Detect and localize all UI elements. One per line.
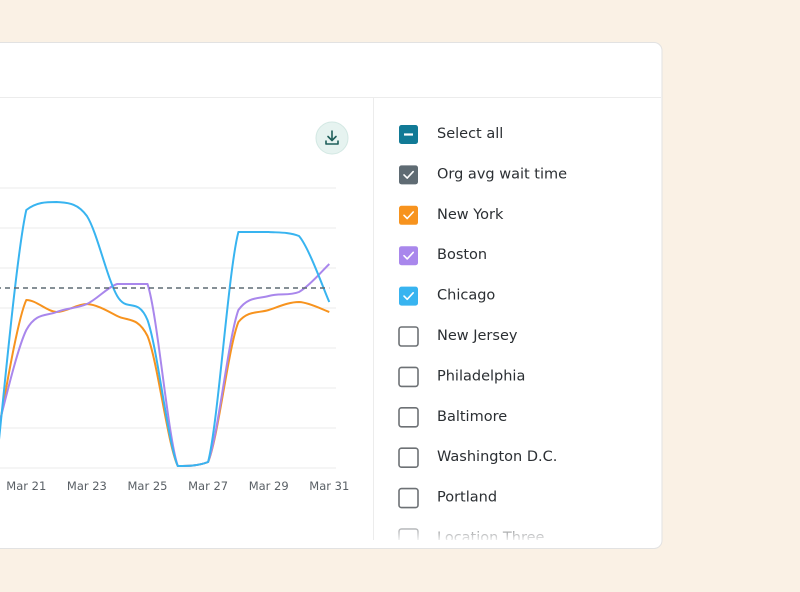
x-tick-label: Mar 27 <box>188 479 228 493</box>
checkbox[interactable] <box>399 286 418 306</box>
checkbox-box[interactable] <box>399 286 418 306</box>
filter-label[interactable]: Baltimore <box>437 409 507 425</box>
checkbox[interactable] <box>399 165 418 185</box>
filter-label[interactable]: New Jersey <box>437 328 518 344</box>
filter-label[interactable]: Philadelphia <box>437 368 525 384</box>
checkbox-box[interactable] <box>399 205 418 225</box>
x-tick-label: Mar 31 <box>309 479 349 493</box>
checkbox[interactable] <box>398 366 419 388</box>
legend-label[interactable]: Org avg wait time <box>437 166 567 182</box>
checkbox-box[interactable] <box>399 165 418 185</box>
x-tick-label: Mar 21 <box>6 479 46 493</box>
checkbox-box[interactable] <box>398 447 419 469</box>
check-icon <box>403 170 414 179</box>
checkbox[interactable] <box>399 205 418 225</box>
series-line <box>0 299 330 467</box>
checkbox-box[interactable] <box>399 246 418 266</box>
check-icon <box>403 251 414 260</box>
checkbox-box[interactable] <box>398 366 419 388</box>
legend-label[interactable]: Boston <box>437 247 487 263</box>
series-line <box>0 263 330 467</box>
x-tick-label: Mar 25 <box>128 479 168 493</box>
x-axis: Mar 21 Mar 23 Mar 25 Mar 27 Mar 29 Mar 31 <box>6 479 349 493</box>
checkbox[interactable] <box>399 246 418 266</box>
legend-label[interactable]: Chicago <box>437 288 495 304</box>
checkbox[interactable] <box>398 487 419 509</box>
download-button[interactable] <box>315 121 349 155</box>
x-tick-label: Mar 29 <box>249 479 289 493</box>
fade <box>374 515 661 540</box>
plot <box>0 187 336 469</box>
checkbox-box[interactable] <box>398 406 419 428</box>
legend-label[interactable]: New York <box>437 207 504 223</box>
filter-label[interactable]: Select all <box>437 126 503 142</box>
checkbox-box[interactable] <box>398 326 419 347</box>
checkbox[interactable] <box>398 406 419 428</box>
checkbox-box[interactable] <box>398 487 419 509</box>
checkbox[interactable] <box>398 326 419 347</box>
check-icon <box>403 211 414 220</box>
filter-label[interactable]: Washington D.C. <box>437 449 557 465</box>
series-line <box>0 201 331 467</box>
check-icon <box>403 292 414 301</box>
checkbox[interactable] <box>399 125 418 144</box>
filter-label[interactable]: Portland <box>437 490 497 506</box>
x-tick-label: Mar 23 <box>67 479 107 493</box>
checkbox[interactable] <box>398 447 419 469</box>
